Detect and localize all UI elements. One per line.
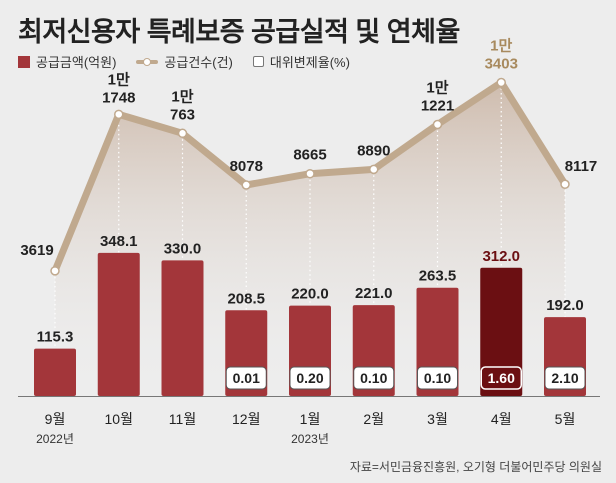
rate-label-6: 0.10 bbox=[424, 370, 451, 386]
x-tick-label-2: 11월 bbox=[169, 411, 196, 427]
bar-value-label-1: 348.1 bbox=[100, 233, 138, 250]
count-marker-5 bbox=[369, 164, 379, 175]
count-label-0: 3619 bbox=[20, 242, 53, 259]
legend-box-label: 대위변제율(%) bbox=[269, 55, 350, 70]
rate-label-4: 0.20 bbox=[296, 370, 323, 386]
bar-7 bbox=[480, 267, 523, 396]
x-year-label-0: 2022년 bbox=[36, 432, 74, 446]
count-label-5: 8890 bbox=[357, 142, 390, 159]
count-label-prefix-2: 1만 bbox=[171, 88, 193, 105]
count-label-7: 3403 bbox=[485, 55, 518, 72]
rate-box-6 bbox=[417, 366, 458, 390]
legend-item-box: 대위변제율(%) bbox=[252, 52, 350, 71]
count-marker-0 bbox=[50, 266, 60, 276]
legend-line-label: 공급건수(건) bbox=[164, 55, 233, 70]
bar-0 bbox=[34, 348, 76, 396]
bar-value-label-5: 221.0 bbox=[355, 285, 393, 302]
count-label-6: 1221 bbox=[421, 97, 454, 114]
bar-value-label-2: 330.0 bbox=[164, 240, 202, 257]
x-tick-label-7: 4월 bbox=[491, 411, 512, 427]
count-marker-7 bbox=[496, 77, 506, 88]
count-marker-8 bbox=[560, 179, 570, 189]
count-marker-6 bbox=[432, 119, 443, 130]
bar-value-label-8: 192.0 bbox=[546, 297, 584, 314]
count-label-prefix-1: 1만 bbox=[108, 71, 130, 88]
legend-line-swatch bbox=[136, 56, 159, 68]
bar-value-label-7: 312.0 bbox=[482, 248, 520, 265]
x-tick-label-8: 5월 bbox=[555, 411, 576, 427]
count-marker-3 bbox=[241, 180, 251, 190]
rate-box-5 bbox=[353, 366, 395, 390]
x-year-label-4: 2023년 bbox=[291, 432, 329, 446]
count-label-2: 763 bbox=[170, 106, 195, 123]
bar-1 bbox=[97, 252, 140, 396]
bar-value-label-4: 220.0 bbox=[291, 286, 329, 303]
count-marker-2 bbox=[177, 128, 188, 139]
rate-box-8 bbox=[544, 366, 586, 390]
count-label-prefix-7: 1만 bbox=[490, 37, 512, 54]
rate-label-8: 2.10 bbox=[551, 370, 578, 386]
legend-box-swatch bbox=[252, 56, 264, 67]
x-tick-label-1: 10월 bbox=[105, 411, 133, 427]
legend: 공급금액(억원) 공급건수(건) 대위변제율(%) bbox=[18, 52, 370, 71]
rate-label-5: 0.10 bbox=[360, 370, 387, 386]
x-tick-label-5: 2월 bbox=[363, 411, 384, 427]
legend-item-bar: 공급금액(억원) bbox=[18, 52, 116, 71]
legend-bar-swatch bbox=[18, 55, 30, 68]
x-tick-label-4: 1월 bbox=[300, 411, 321, 427]
source-note: 자료=서민금융진흥원, 오기형 더불어민주당 의원실 bbox=[349, 460, 602, 474]
count-label-4: 8665 bbox=[293, 147, 326, 164]
chart-title: 최저신용자 특례보증 공급실적 및 연체율 bbox=[18, 17, 460, 47]
legend-bar-label: 공급금액(억원) bbox=[36, 55, 117, 70]
count-label-8: 8117 bbox=[565, 158, 598, 175]
rate-box-3 bbox=[225, 366, 267, 390]
x-tick-label-6: 3월 bbox=[427, 411, 448, 427]
bar-2 bbox=[161, 260, 204, 396]
rate-box-4 bbox=[289, 366, 331, 390]
bar-value-label-3: 208.5 bbox=[227, 290, 265, 307]
x-tick-label-0: 9월 bbox=[45, 411, 66, 427]
rate-box-7 bbox=[480, 366, 522, 390]
count-label-1: 1748 bbox=[102, 89, 135, 106]
count-marker-4 bbox=[305, 168, 315, 179]
bar-value-label-0: 115.3 bbox=[37, 329, 74, 346]
bar-value-label-6: 263.5 bbox=[419, 268, 457, 285]
rate-label-3: 0.01 bbox=[233, 370, 260, 386]
count-label-3: 8078 bbox=[230, 158, 263, 175]
count-label-prefix-6: 1만 bbox=[426, 79, 448, 96]
count-marker-1 bbox=[114, 109, 124, 120]
legend-item-line: 공급건수(건) bbox=[136, 52, 233, 71]
rate-label-7: 1.60 bbox=[488, 370, 515, 386]
x-tick-label-3: 12월 bbox=[232, 411, 260, 427]
